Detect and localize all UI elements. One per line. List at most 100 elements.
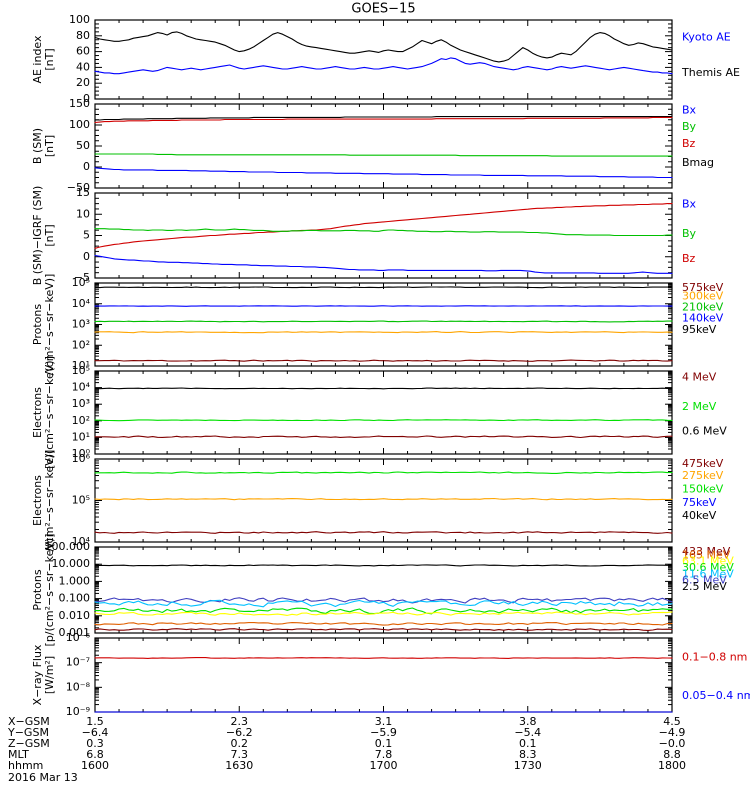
y-tick-label: 0 (83, 92, 90, 105)
ephemeris-value: −5.4 (514, 726, 541, 739)
trace-themis-ae (94, 31, 673, 63)
ephemeris-value: −6.4 (82, 726, 109, 739)
trace-63-1-mev (94, 611, 673, 616)
legend-label: 2 MeV (682, 400, 717, 413)
legend-label: 0.05−0.4 nm (682, 689, 750, 702)
legend-label: 63.1 MeV (682, 555, 734, 568)
legend-label: 300keV (682, 290, 724, 303)
legend-label: 150keV (682, 482, 724, 495)
y-tick-label: 10.000 (52, 557, 91, 570)
y-axis-label: [nT] (43, 135, 56, 157)
y-tick-label: 15 (76, 186, 90, 199)
y-tick-label: 10³ (72, 397, 90, 410)
legend-label: 0.6 MeV (682, 425, 727, 438)
legend-label: Bz (682, 137, 696, 150)
y-axis-label: B (SM)−IGRF (SM) (31, 186, 44, 286)
legend-label: 0.1−0.8 nm (682, 651, 747, 664)
trace-bz (94, 203, 673, 249)
ephemeris-value: 0.1 (519, 737, 537, 750)
y-tick-label: 10⁶ (72, 452, 91, 465)
legend-label: Bx (682, 197, 697, 210)
trace-575kev (94, 359, 673, 362)
ephemeris-value: 1600 (81, 759, 109, 772)
ephemeris-value: 1.5 (86, 715, 104, 728)
legend-label: 2.5 MeV (682, 580, 727, 593)
ephemeris-row-label: hhmm (8, 759, 43, 772)
y-axis-label: X−ray Flux (31, 644, 44, 705)
y-axis-label: /(cm²−s−sr−keV)] (43, 274, 56, 376)
ephemeris-value: 8.8 (663, 748, 681, 761)
legend-label: 575keV (682, 281, 724, 294)
y-tick-label: 100 (69, 118, 90, 131)
ephemeris-row-label: X−GSM (8, 715, 50, 728)
panel-protons-kev: 10⁵ 10⁴ 10³ 10² 10¹ 575keV300keV210keV140keV9… (31, 274, 724, 376)
ephemeris-value: 1730 (514, 759, 542, 772)
trace-by (94, 153, 673, 157)
y-tick-label: 80 (76, 29, 90, 42)
legend-label: Kyoto AE (682, 30, 731, 43)
legend-label: 11.6 MeV (682, 568, 734, 581)
ephemeris-table: X−GSM 1.5 2.3 3.1 3.8 4.5 Y−GSM −6.4 −6.2 −5.9 −5.… (7, 715, 686, 784)
ephemeris-row-label: Y−GSM (7, 726, 49, 739)
y-axis-label: [p/(cm²−s−sr−keV)] (43, 534, 56, 647)
legend-label: By (682, 227, 697, 240)
legend-label: 4 MeV (682, 371, 717, 384)
ephemeris-value: −4.9 (659, 726, 686, 739)
ephemeris-value: 0.2 (231, 737, 249, 750)
y-tick-label: 10⁻⁹ (66, 705, 90, 718)
ephemeris-value: 4.5 (663, 715, 681, 728)
panel-xray-flux: 10⁻⁶ 10⁻⁷ 10⁻⁸ 10⁻⁹ 0.1−0.8 nm 0.05−0.4 nm X−r… (31, 631, 750, 718)
panel-frame (94, 19, 673, 100)
y-axis-label: B (SM) (31, 128, 44, 164)
y-tick-label: 10⁻⁸ (66, 680, 91, 693)
y-axis-label: AE index (31, 35, 44, 84)
legend-label: 30.6 MeV (682, 561, 734, 574)
ephemeris-value: 1630 (225, 759, 253, 772)
ephemeris-row-label: Z−GSM (8, 737, 50, 750)
panel-b-sm-igrf: −5 0 5 10 15 Bx By Bz B (SM)−IGRF (SM) [nT] (31, 186, 697, 286)
trace-bmag (94, 116, 673, 121)
ephemeris-value: −5.9 (370, 726, 397, 739)
legend-label: 433 MeV (682, 545, 731, 558)
y-tick-label: 100 (69, 13, 90, 26)
ephemeris-value: 2.3 (231, 715, 249, 728)
y-axis-label: Electrons (31, 387, 44, 438)
y-tick-label: 20 (76, 76, 90, 89)
trace-210kev (94, 320, 673, 323)
legend-label: 165 MeV (682, 548, 731, 561)
y-tick-label: 60 (76, 45, 90, 58)
y-tick-label: 10 (76, 207, 90, 220)
y-tick-label: 10⁻⁶ (66, 631, 91, 644)
y-tick-label: 10⁴ (72, 381, 91, 394)
y-tick-label: 100.000 (45, 540, 91, 553)
trace-433-mev (94, 628, 673, 631)
y-tick-label: 10⁻⁷ (66, 656, 90, 669)
y-tick-label: 10³ (72, 318, 90, 331)
trace-bx (94, 167, 673, 179)
legend-label: 75keV (682, 496, 717, 509)
ephemeris-value: 8.3 (519, 748, 537, 761)
y-tick-label: 10⁴ (72, 297, 91, 310)
y-tick-label: 10¹ (72, 359, 90, 372)
ephemeris-value: 1800 (658, 759, 686, 772)
y-tick-label: 10⁵ (72, 494, 90, 507)
panel-frame (94, 458, 673, 543)
y-axis-label: [W/m²] (43, 656, 56, 694)
y-tick-label: 0 (83, 160, 90, 173)
trace-30-6-mev (94, 607, 673, 615)
trace-95kev (94, 286, 673, 289)
y-axis-label: /(cm²−s−sr−keV)] (43, 450, 56, 552)
y-axis-label: Protons (31, 569, 44, 610)
y-tick-label: 0.001 (59, 626, 91, 639)
y-tick-label: 5 (83, 229, 90, 242)
y-tick-label: 10² (72, 338, 90, 351)
panel-electrons-mev: 10⁵ 10⁴ 10³ 10² 10¹ 10⁰ 4 MeV 2 MeV 0.6 MeV Elect… (31, 356, 727, 469)
legend-label: Bz (682, 252, 696, 265)
y-tick-label: 0 (83, 250, 90, 263)
legend-label: 40keV (682, 509, 717, 522)
y-tick-label: 0.010 (59, 609, 91, 622)
legend-label: Bmag (682, 156, 714, 169)
